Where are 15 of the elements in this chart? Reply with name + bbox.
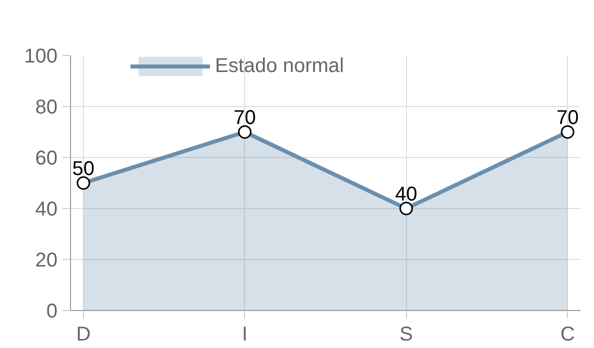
legend-label: Estado normal (215, 54, 344, 78)
y-tick-label: 100 (24, 46, 58, 68)
y-tick-label: 20 (35, 250, 58, 272)
data-label: 40 (395, 184, 418, 206)
y-tick-label: 40 (35, 198, 58, 220)
x-tick-label: I (242, 324, 248, 346)
y-tick-label: 80 (35, 96, 58, 118)
data-label: 70 (556, 107, 579, 129)
y-tick-label: 0 (46, 300, 58, 322)
y-tick-label: 60 (35, 148, 58, 170)
x-tick-label: C (560, 324, 575, 346)
x-tick-label: S (400, 324, 413, 346)
x-tick-label: D (76, 324, 91, 346)
data-label: 70 (234, 107, 256, 129)
data-label: 50 (72, 158, 95, 180)
